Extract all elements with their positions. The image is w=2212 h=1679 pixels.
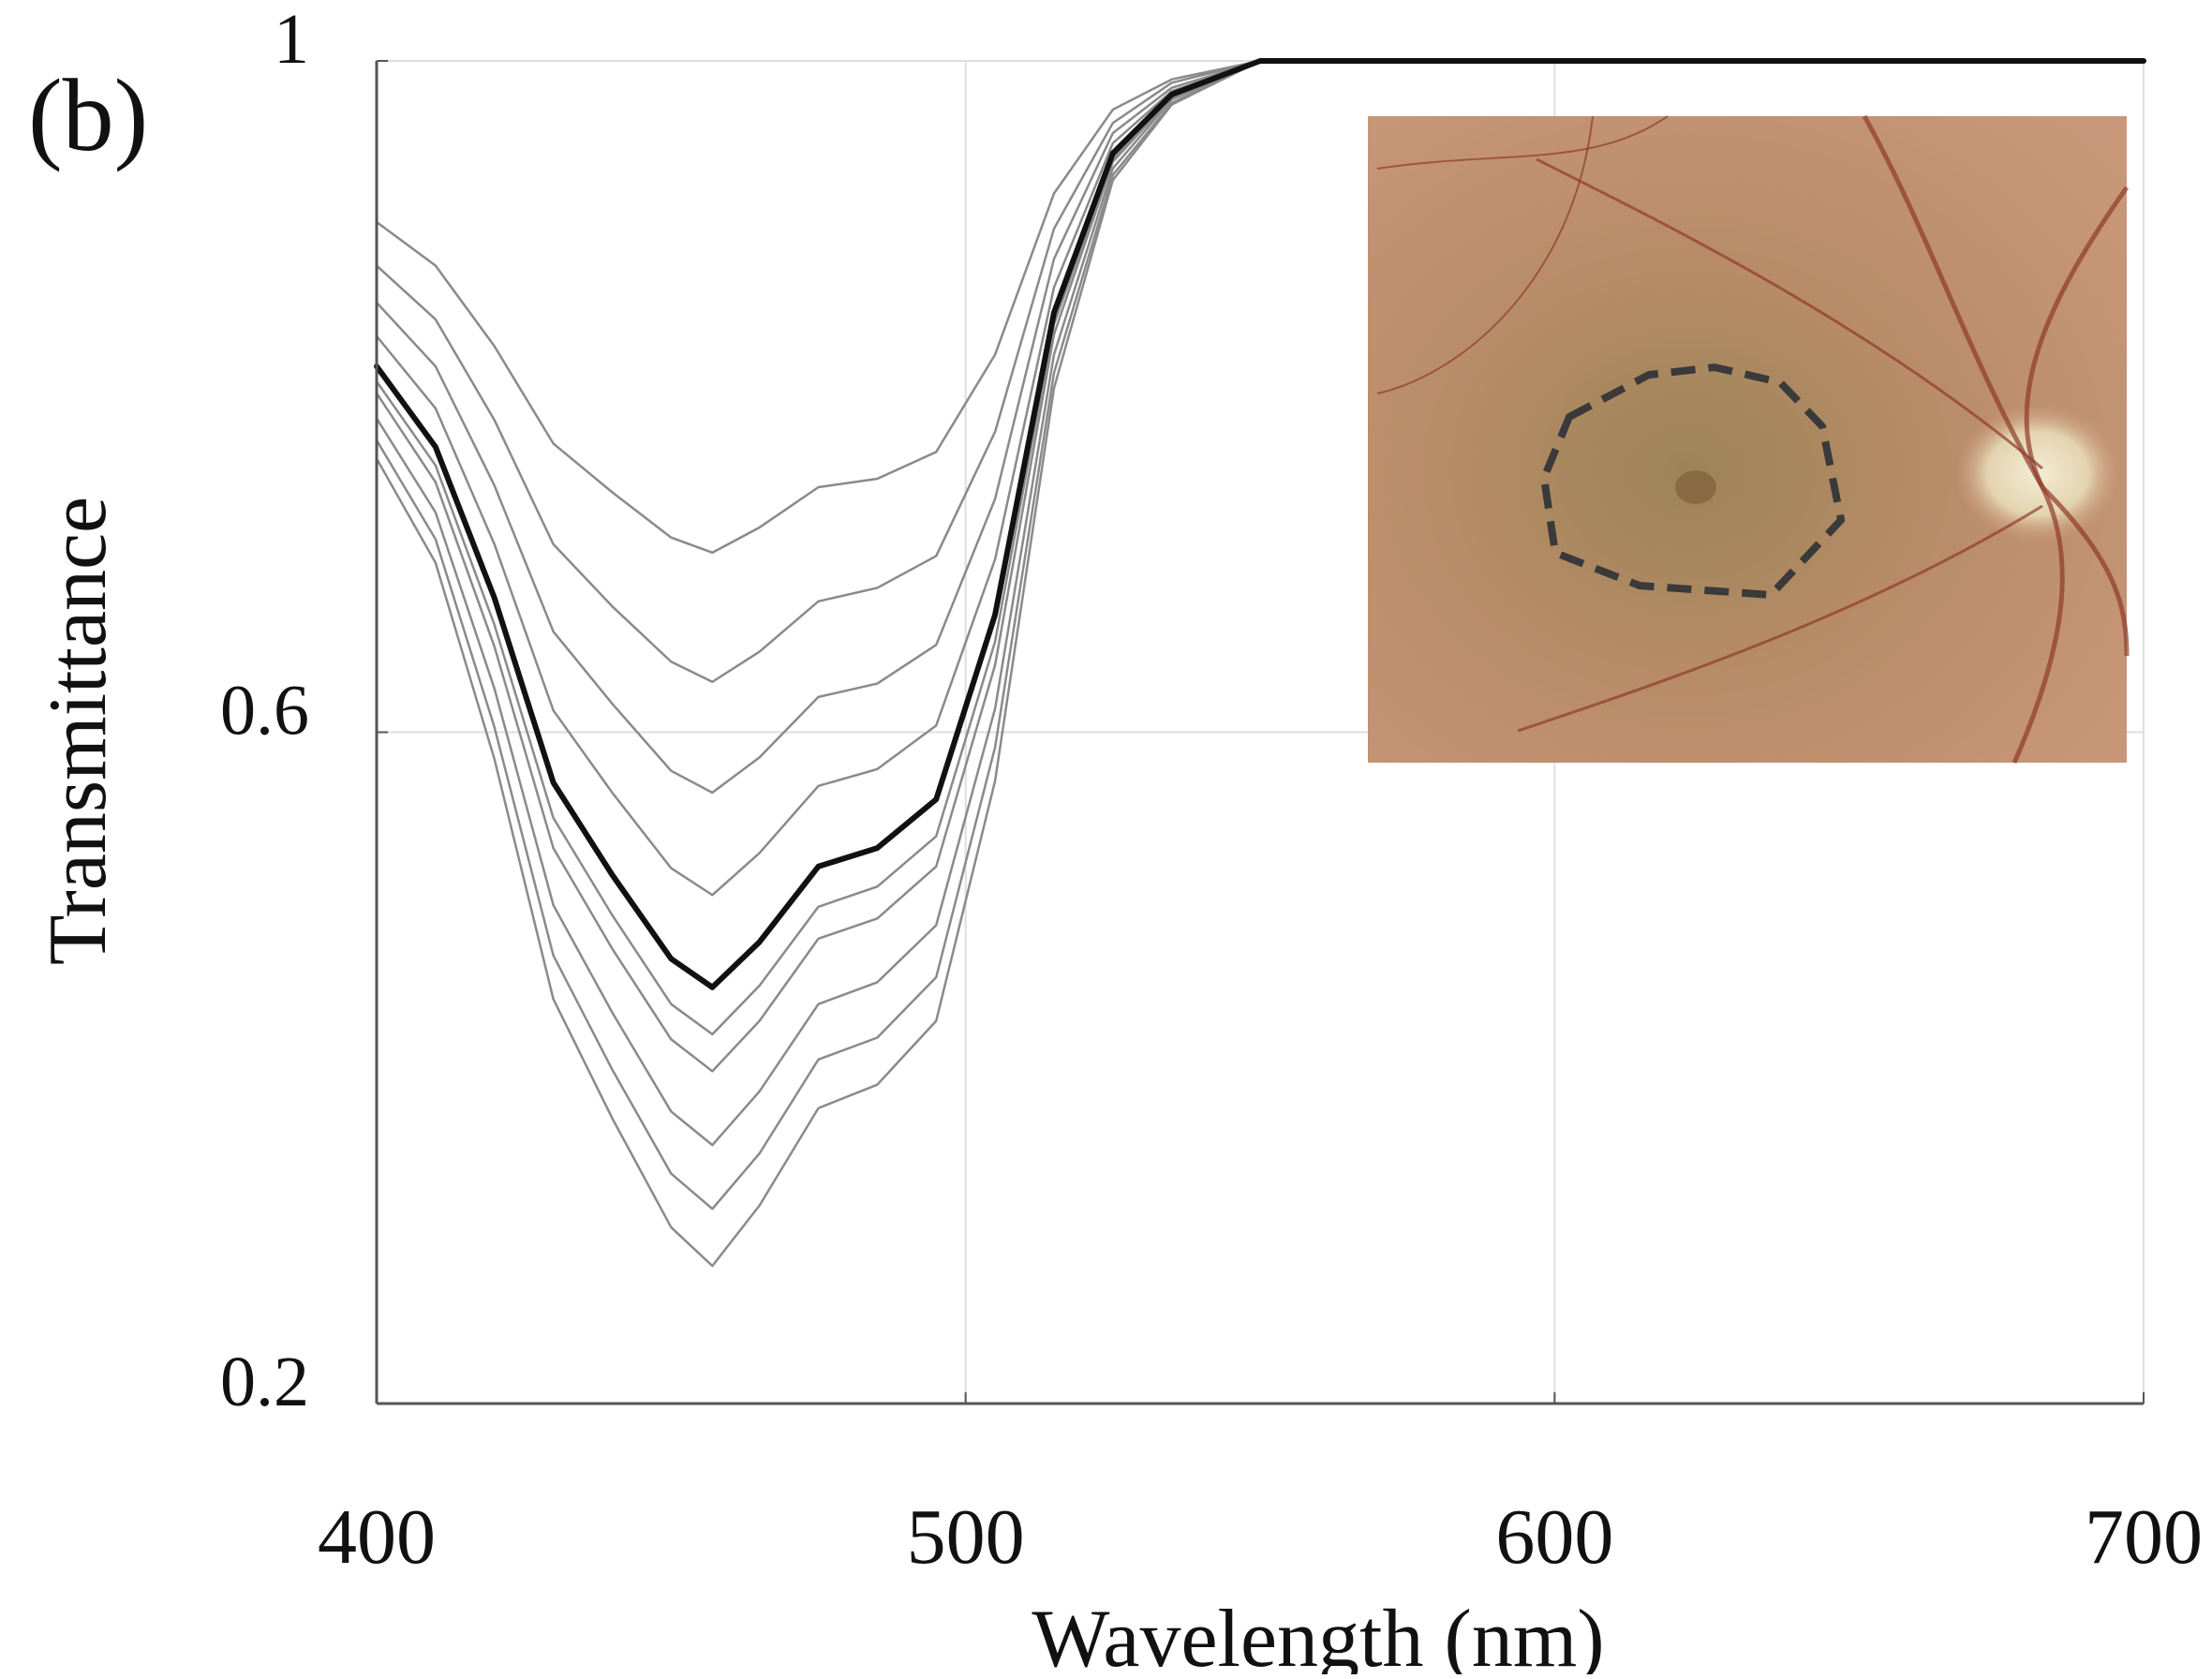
curves [374, 58, 2146, 1268]
series-line [375, 59, 2145, 897]
series-line [375, 59, 2145, 1268]
series-line [375, 59, 2145, 555]
x-tick-label: 600 [1495, 1493, 1613, 1581]
series-line [375, 59, 2145, 1211]
x-tick-label: 500 [907, 1493, 1025, 1581]
dashed-region [1539, 363, 1846, 600]
x-axis-label: Wavelength (nm) [1032, 1594, 1604, 1674]
panel-label: (b) [28, 58, 148, 172]
axes: 400 500 600 700 0.2 0.6 1 [220, 0, 2203, 1581]
series-line [375, 59, 2145, 1147]
fovea [1675, 470, 1716, 504]
series-line [374, 58, 2146, 990]
fundus-inset [1368, 114, 2130, 765]
vessels [1376, 114, 2130, 765]
series-line [375, 59, 2145, 1073]
series-line [375, 59, 2145, 684]
y-tick-label: 1 [274, 0, 309, 79]
y-axis-label: Transmittance [33, 497, 124, 965]
x-tick-label: 700 [2085, 1493, 2203, 1581]
x-tick-label: 400 [318, 1493, 436, 1581]
y-tick-label: 0.2 [220, 1343, 309, 1421]
y-tick-label: 0.6 [220, 672, 309, 750]
series-line [375, 59, 2145, 795]
